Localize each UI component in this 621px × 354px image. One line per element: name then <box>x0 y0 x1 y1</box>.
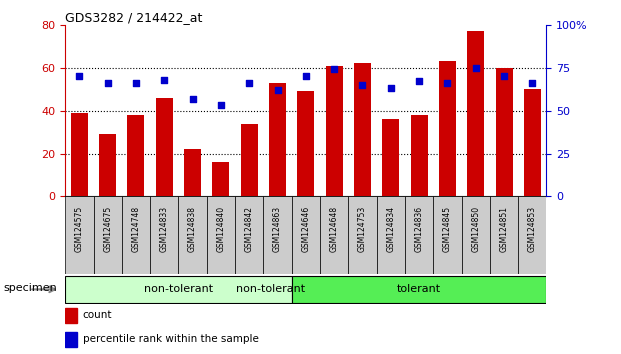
Bar <box>292 276 546 303</box>
Text: GSM124838: GSM124838 <box>188 206 197 252</box>
Point <box>414 79 424 84</box>
Text: GSM124850: GSM124850 <box>471 206 480 252</box>
Bar <box>150 196 178 274</box>
Text: GSM124851: GSM124851 <box>499 206 509 252</box>
Bar <box>524 89 541 196</box>
Bar <box>490 196 518 274</box>
Bar <box>433 196 461 274</box>
Point <box>442 80 452 86</box>
Text: GSM124853: GSM124853 <box>528 206 537 252</box>
Text: non-tolerant: non-tolerant <box>236 284 305 295</box>
Bar <box>65 276 292 303</box>
Bar <box>410 115 428 196</box>
Bar <box>467 31 484 196</box>
Text: percentile rank within the sample: percentile rank within the sample <box>83 335 258 344</box>
Point <box>75 74 84 79</box>
Point <box>527 80 537 86</box>
Point <box>188 96 197 102</box>
Bar <box>292 196 320 274</box>
Text: specimen: specimen <box>3 283 57 293</box>
Bar <box>263 196 292 274</box>
Text: GDS3282 / 214422_at: GDS3282 / 214422_at <box>65 11 202 24</box>
Text: GSM124863: GSM124863 <box>273 206 282 252</box>
Bar <box>156 98 173 196</box>
Text: GSM124648: GSM124648 <box>330 206 338 252</box>
Text: GSM124845: GSM124845 <box>443 206 452 252</box>
Bar <box>207 196 235 274</box>
Point <box>273 87 283 93</box>
Text: count: count <box>83 310 112 320</box>
Text: GSM124833: GSM124833 <box>160 206 169 252</box>
Bar <box>71 113 88 196</box>
Bar <box>461 196 490 274</box>
Bar <box>376 196 405 274</box>
Bar <box>184 149 201 196</box>
Text: GSM124575: GSM124575 <box>75 206 84 252</box>
Bar <box>518 196 546 274</box>
Bar <box>439 61 456 196</box>
Text: GSM124646: GSM124646 <box>301 206 310 252</box>
Bar <box>496 68 512 196</box>
Text: GSM124840: GSM124840 <box>216 206 225 252</box>
Bar <box>235 196 263 274</box>
Bar <box>212 162 229 196</box>
Bar <box>269 83 286 196</box>
Bar <box>65 308 78 323</box>
Bar <box>99 134 116 196</box>
Point <box>216 103 226 108</box>
Bar <box>178 196 207 274</box>
Bar <box>241 124 258 196</box>
Point <box>244 80 254 86</box>
Bar <box>122 196 150 274</box>
Bar <box>354 63 371 196</box>
Point <box>160 77 170 82</box>
Text: non-tolerant: non-tolerant <box>144 284 213 294</box>
Bar <box>65 196 94 274</box>
Bar <box>94 196 122 274</box>
Bar <box>405 196 433 274</box>
Bar <box>320 196 348 274</box>
Bar <box>383 119 399 196</box>
Point <box>358 82 368 88</box>
Text: GSM124842: GSM124842 <box>245 206 254 252</box>
Point <box>499 74 509 79</box>
Bar <box>325 65 343 196</box>
Text: GSM124675: GSM124675 <box>103 206 112 252</box>
Bar <box>127 115 145 196</box>
Text: tolerant: tolerant <box>397 284 441 294</box>
Point <box>386 85 396 91</box>
Text: GSM124836: GSM124836 <box>415 206 424 252</box>
Point <box>131 80 141 86</box>
Point <box>102 80 112 86</box>
Text: GSM124753: GSM124753 <box>358 206 367 252</box>
Point <box>471 65 481 70</box>
Point <box>301 74 311 79</box>
Text: GSM124834: GSM124834 <box>386 206 396 252</box>
Text: GSM124748: GSM124748 <box>132 206 140 252</box>
Bar <box>65 332 78 347</box>
Bar <box>297 91 314 196</box>
Point <box>329 67 339 72</box>
Bar <box>348 196 376 274</box>
